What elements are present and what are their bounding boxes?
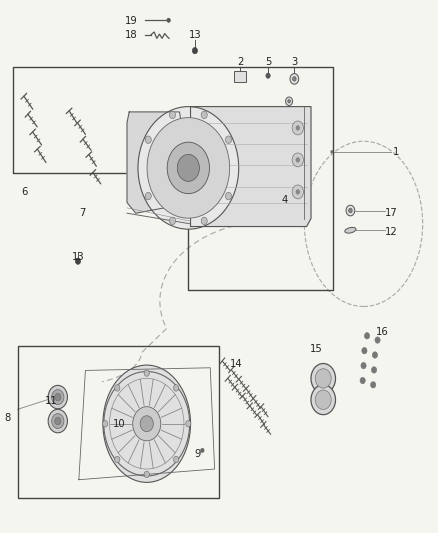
Text: 16: 16 <box>375 327 389 336</box>
Text: 8: 8 <box>5 414 11 423</box>
Circle shape <box>173 456 179 463</box>
Circle shape <box>173 385 179 391</box>
Text: 7: 7 <box>79 208 85 218</box>
Text: 11: 11 <box>45 396 58 406</box>
Text: 1: 1 <box>393 147 399 157</box>
Circle shape <box>192 47 198 54</box>
Circle shape <box>167 142 209 193</box>
Circle shape <box>52 414 64 429</box>
Text: 4: 4 <box>282 195 288 205</box>
Circle shape <box>170 111 176 119</box>
Circle shape <box>346 205 355 216</box>
Circle shape <box>311 385 336 415</box>
Circle shape <box>293 77 296 81</box>
Circle shape <box>145 192 151 200</box>
Circle shape <box>201 217 207 224</box>
Text: 19: 19 <box>125 17 138 26</box>
Circle shape <box>170 217 176 224</box>
Circle shape <box>55 393 61 401</box>
Text: 15: 15 <box>310 344 323 354</box>
Circle shape <box>147 118 230 218</box>
Circle shape <box>292 185 304 199</box>
Circle shape <box>133 407 161 441</box>
Text: 9: 9 <box>195 449 201 459</box>
Circle shape <box>55 417 61 425</box>
Circle shape <box>115 385 120 391</box>
Circle shape <box>349 208 352 213</box>
Circle shape <box>226 192 232 200</box>
Text: 17: 17 <box>385 208 398 218</box>
Circle shape <box>362 348 367 354</box>
Circle shape <box>292 153 304 167</box>
Circle shape <box>296 157 300 163</box>
Circle shape <box>315 390 331 409</box>
Ellipse shape <box>345 228 356 233</box>
Circle shape <box>75 258 81 264</box>
Polygon shape <box>191 107 311 227</box>
Text: 5: 5 <box>265 58 271 67</box>
Circle shape <box>286 97 293 106</box>
Polygon shape <box>127 112 193 213</box>
Circle shape <box>116 411 123 420</box>
Circle shape <box>144 370 149 376</box>
Circle shape <box>117 429 121 434</box>
Circle shape <box>371 382 376 388</box>
Circle shape <box>118 414 120 417</box>
Circle shape <box>290 74 299 84</box>
Circle shape <box>292 121 304 135</box>
Circle shape <box>140 416 153 432</box>
Circle shape <box>360 377 365 384</box>
Circle shape <box>186 421 191 427</box>
Text: 2: 2 <box>237 58 243 67</box>
Circle shape <box>52 390 64 405</box>
Circle shape <box>311 364 336 393</box>
Circle shape <box>375 337 380 343</box>
Circle shape <box>226 136 232 143</box>
Circle shape <box>296 189 300 195</box>
Circle shape <box>371 367 377 373</box>
Circle shape <box>372 352 378 358</box>
Circle shape <box>201 448 204 453</box>
Circle shape <box>138 107 239 229</box>
Circle shape <box>48 409 67 433</box>
FancyBboxPatch shape <box>234 71 246 82</box>
Circle shape <box>288 100 290 103</box>
Text: 13: 13 <box>189 30 201 39</box>
Text: 6: 6 <box>21 187 27 197</box>
Text: 13: 13 <box>72 252 84 262</box>
Text: 14: 14 <box>230 359 243 368</box>
Circle shape <box>282 196 286 201</box>
Circle shape <box>296 125 300 131</box>
Circle shape <box>115 456 120 463</box>
Text: 18: 18 <box>125 30 138 39</box>
Ellipse shape <box>103 365 191 482</box>
Circle shape <box>177 155 199 181</box>
Text: 3: 3 <box>291 58 297 67</box>
Circle shape <box>364 333 370 339</box>
Circle shape <box>315 369 331 388</box>
Text: 10: 10 <box>113 419 125 429</box>
Circle shape <box>48 385 67 409</box>
Circle shape <box>201 111 207 119</box>
Circle shape <box>167 18 170 22</box>
Circle shape <box>144 471 149 478</box>
Text: 12: 12 <box>385 227 398 237</box>
Circle shape <box>102 421 108 427</box>
Bar <box>18 346 219 498</box>
Circle shape <box>331 150 333 154</box>
Circle shape <box>145 136 151 143</box>
Circle shape <box>361 362 366 369</box>
Circle shape <box>266 73 270 78</box>
